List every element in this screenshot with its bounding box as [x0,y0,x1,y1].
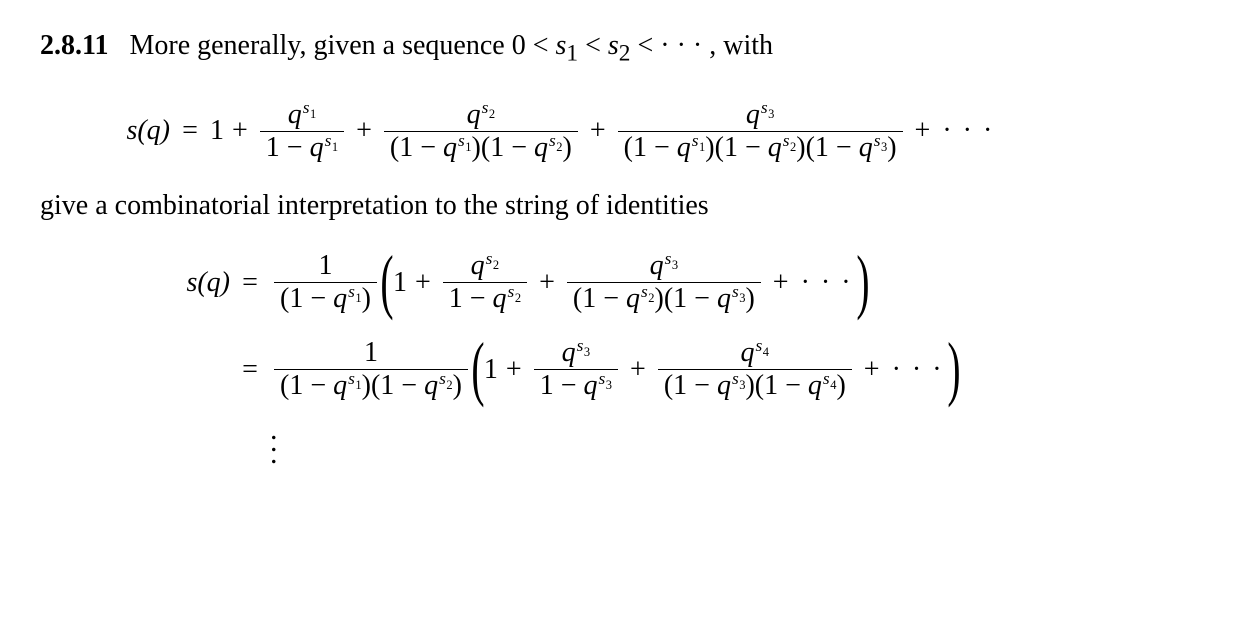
inner-2a: qs3 1 − qs3 [534,337,618,402]
lhs-sq: s(q) [40,117,170,145]
identity-line-1: s(q) = 1 (1 − qs1) ( 1 + qs2 1 − qs2 + [40,250,1210,315]
identity-vdots: ... [40,424,1210,460]
zero: 0 [512,30,526,61]
eq-sign-1: = [170,117,210,145]
vdots-symbol: ... [270,424,278,460]
exercise-number: 2.8.11 [40,30,108,61]
lhs-sq-2: s(q) [40,269,230,297]
plus-1b: + [348,117,380,145]
with-text: with [723,30,773,61]
lt2: < [585,30,608,61]
term-1: qs1 1 − qs1 [260,99,344,164]
seq-comma: , [709,30,716,61]
one-1: 1 [210,117,224,145]
prefactor-1: 1 (1 − qs1) [274,250,377,315]
lt: < [533,30,556,61]
equation-definition: s(q) = 1 + qs1 1 − qs1 + qs2 (1 − qs1 [40,99,1210,164]
lt3: < [637,30,660,61]
term-3: qs3 (1 − qs1)(1 − qs2)(1 − qs3) [618,99,903,164]
func-name: s(q) [126,117,170,145]
s2: s [608,30,619,61]
s2-sub: 2 [619,41,631,67]
interpretation-text: give a combinatorial interpretation to t… [40,188,1210,224]
term-1-num: qs1 [282,99,323,131]
page-root: 2.8.11 More generally, given a sequence … [0,0,1250,460]
inner-1a: qs2 1 − qs2 [443,250,527,315]
cdots-1: · · · [938,117,998,145]
eq-sign-3: = [230,356,270,384]
prefactor-2: 1 (1 − qs1)(1 − qs2) [274,337,468,402]
lead-in-text: More generally, given a sequence [129,30,504,61]
inner-1b: qs3 (1 − qs2)(1 − qs3) [567,250,761,315]
term-1-den: 1 − qs1 [260,132,344,164]
plus-1d: + [907,117,939,145]
plus-1a: + [224,117,256,145]
plus-1c: + [582,117,614,145]
seq-cdots: · · · [660,30,702,61]
exercise-heading: 2.8.11 More generally, given a sequence … [40,28,1210,69]
q-s1-a: qs1 [288,101,317,129]
s1: s [556,30,567,61]
eq-sign-2: = [230,269,270,297]
identity-line-2: = 1 (1 − qs1)(1 − qs2) ( 1 + qs3 1 − qs3… [40,337,1210,402]
term-2: qs2 (1 − qs1)(1 − qs2) [384,99,578,164]
sequence-inequality: 0 < s1 < s2 < · · · , [512,30,724,61]
s1-sub: 1 [566,41,578,67]
inner-2b: qs4 (1 − qs3)(1 − qs4) [658,337,852,402]
